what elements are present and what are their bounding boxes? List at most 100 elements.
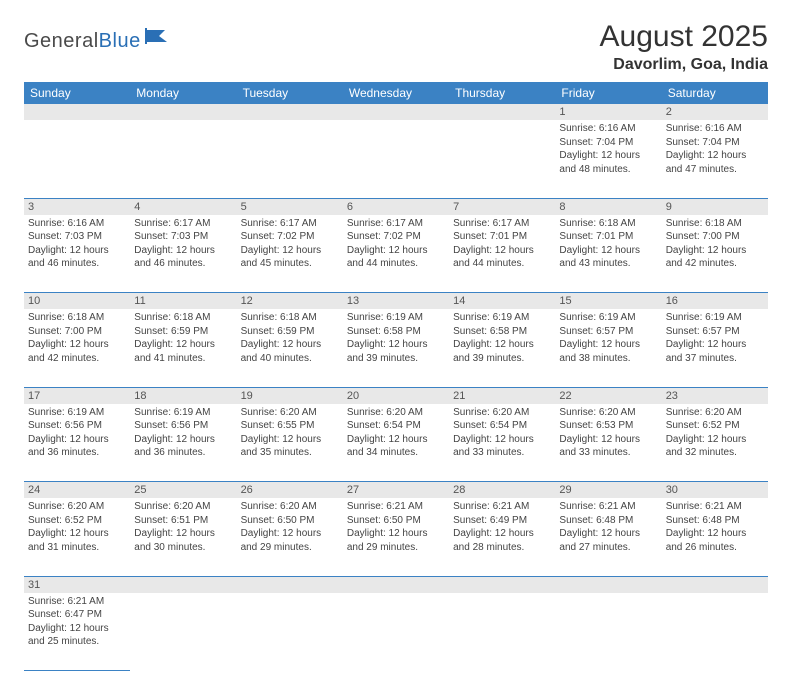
sunrise-line: Sunrise: 6:20 AM: [453, 406, 551, 420]
weekday-header: Sunday: [24, 82, 130, 104]
day-number: [130, 104, 236, 120]
day-content-row: Sunrise: 6:18 AMSunset: 7:00 PMDaylight:…: [24, 309, 768, 387]
day-number: 18: [130, 388, 236, 404]
weekday-header: Friday: [555, 82, 661, 104]
day-details: Sunrise: 6:21 AMSunset: 6:48 PMDaylight:…: [555, 498, 661, 558]
empty-cell: [343, 120, 449, 198]
day-number: [130, 577, 236, 593]
day-number: [24, 104, 130, 120]
day-number: 7: [449, 199, 555, 215]
day-cell: Sunrise: 6:21 AMSunset: 6:49 PMDaylight:…: [449, 498, 555, 576]
daylight-line: Daylight: 12 hours and 36 minutes.: [134, 433, 232, 460]
day-number: 15: [555, 293, 661, 309]
sunset-line: Sunset: 6:47 PM: [28, 608, 126, 622]
day-details: Sunrise: 6:21 AMSunset: 6:48 PMDaylight:…: [662, 498, 768, 558]
day-number: 23: [662, 388, 768, 404]
day-cell: Sunrise: 6:19 AMSunset: 6:58 PMDaylight:…: [343, 309, 449, 387]
sunset-line: Sunset: 7:00 PM: [28, 325, 126, 339]
day-content-row: Sunrise: 6:21 AMSunset: 6:47 PMDaylight:…: [24, 593, 768, 671]
sunrise-line: Sunrise: 6:19 AM: [347, 311, 445, 325]
day-number: [449, 104, 555, 120]
daylight-line: Daylight: 12 hours and 44 minutes.: [453, 244, 551, 271]
empty-cell: [662, 576, 768, 593]
empty-cell: [662, 593, 768, 671]
day-number-row: 31: [24, 576, 768, 593]
empty-cell: [343, 104, 449, 120]
day-details: Sunrise: 6:21 AMSunset: 6:47 PMDaylight:…: [24, 593, 130, 653]
day-number: 31: [24, 577, 130, 593]
day-number-cell: 1: [555, 104, 661, 120]
sunset-line: Sunset: 7:03 PM: [134, 230, 232, 244]
sunset-line: Sunset: 6:59 PM: [241, 325, 339, 339]
sunrise-line: Sunrise: 6:20 AM: [666, 406, 764, 420]
day-number-cell: 20: [343, 387, 449, 404]
empty-cell: [130, 593, 236, 671]
sunrise-line: Sunrise: 6:16 AM: [559, 122, 657, 136]
sunset-line: Sunset: 7:02 PM: [241, 230, 339, 244]
logo: General Blue: [24, 28, 171, 55]
day-number-cell: 15: [555, 293, 661, 310]
sunrise-line: Sunrise: 6:21 AM: [28, 595, 126, 609]
day-cell: Sunrise: 6:16 AMSunset: 7:03 PMDaylight:…: [24, 215, 130, 293]
sunset-line: Sunset: 6:57 PM: [666, 325, 764, 339]
day-cell: Sunrise: 6:18 AMSunset: 7:00 PMDaylight:…: [24, 309, 130, 387]
day-cell: Sunrise: 6:20 AMSunset: 6:51 PMDaylight:…: [130, 498, 236, 576]
empty-cell: [237, 576, 343, 593]
day-number-cell: 28: [449, 482, 555, 499]
daylight-line: Daylight: 12 hours and 46 minutes.: [28, 244, 126, 271]
empty-cell: [343, 576, 449, 593]
day-details: Sunrise: 6:18 AMSunset: 6:59 PMDaylight:…: [237, 309, 343, 369]
sunrise-line: Sunrise: 6:18 AM: [559, 217, 657, 231]
sunrise-line: Sunrise: 6:20 AM: [134, 500, 232, 514]
weekday-header: Monday: [130, 82, 236, 104]
empty-cell: [449, 576, 555, 593]
sunset-line: Sunset: 7:04 PM: [666, 136, 764, 150]
day-number-cell: 8: [555, 198, 661, 215]
day-cell: Sunrise: 6:21 AMSunset: 6:48 PMDaylight:…: [555, 498, 661, 576]
day-cell: Sunrise: 6:21 AMSunset: 6:50 PMDaylight:…: [343, 498, 449, 576]
day-details: Sunrise: 6:19 AMSunset: 6:58 PMDaylight:…: [449, 309, 555, 369]
day-number-cell: 16: [662, 293, 768, 310]
day-details: Sunrise: 6:18 AMSunset: 7:00 PMDaylight:…: [24, 309, 130, 369]
day-number: [662, 577, 768, 593]
day-cell: Sunrise: 6:19 AMSunset: 6:58 PMDaylight:…: [449, 309, 555, 387]
empty-cell: [449, 593, 555, 671]
day-details: Sunrise: 6:19 AMSunset: 6:56 PMDaylight:…: [130, 404, 236, 464]
sunrise-line: Sunrise: 6:19 AM: [28, 406, 126, 420]
day-cell: Sunrise: 6:17 AMSunset: 7:02 PMDaylight:…: [343, 215, 449, 293]
day-number-cell: 23: [662, 387, 768, 404]
empty-cell: [237, 120, 343, 198]
month-title: August 2025: [600, 20, 768, 54]
day-number: [343, 104, 449, 120]
sunset-line: Sunset: 6:48 PM: [559, 514, 657, 528]
day-number: 19: [237, 388, 343, 404]
day-cell: Sunrise: 6:21 AMSunset: 6:47 PMDaylight:…: [24, 593, 130, 671]
day-number-row: 3456789: [24, 198, 768, 215]
daylight-line: Daylight: 12 hours and 45 minutes.: [241, 244, 339, 271]
sunset-line: Sunset: 7:02 PM: [347, 230, 445, 244]
day-number: 10: [24, 293, 130, 309]
daylight-line: Daylight: 12 hours and 35 minutes.: [241, 433, 339, 460]
empty-cell: [130, 104, 236, 120]
daylight-line: Daylight: 12 hours and 39 minutes.: [453, 338, 551, 365]
day-cell: Sunrise: 6:16 AMSunset: 7:04 PMDaylight:…: [662, 120, 768, 198]
sunrise-line: Sunrise: 6:20 AM: [559, 406, 657, 420]
daylight-line: Daylight: 12 hours and 41 minutes.: [134, 338, 232, 365]
sunrise-line: Sunrise: 6:20 AM: [241, 500, 339, 514]
day-details: Sunrise: 6:20 AMSunset: 6:50 PMDaylight:…: [237, 498, 343, 558]
daylight-line: Daylight: 12 hours and 46 minutes.: [134, 244, 232, 271]
sunset-line: Sunset: 7:01 PM: [559, 230, 657, 244]
empty-cell: [24, 104, 130, 120]
day-number: 26: [237, 482, 343, 498]
day-details: Sunrise: 6:16 AMSunset: 7:04 PMDaylight:…: [555, 120, 661, 180]
day-cell: Sunrise: 6:17 AMSunset: 7:01 PMDaylight:…: [449, 215, 555, 293]
sunset-line: Sunset: 6:54 PM: [453, 419, 551, 433]
sunset-line: Sunset: 7:03 PM: [28, 230, 126, 244]
day-number-cell: 3: [24, 198, 130, 215]
day-number: 8: [555, 199, 661, 215]
day-number: 9: [662, 199, 768, 215]
day-cell: Sunrise: 6:18 AMSunset: 6:59 PMDaylight:…: [130, 309, 236, 387]
day-details: Sunrise: 6:19 AMSunset: 6:57 PMDaylight:…: [555, 309, 661, 369]
day-number-cell: 4: [130, 198, 236, 215]
day-cell: Sunrise: 6:20 AMSunset: 6:54 PMDaylight:…: [343, 404, 449, 482]
